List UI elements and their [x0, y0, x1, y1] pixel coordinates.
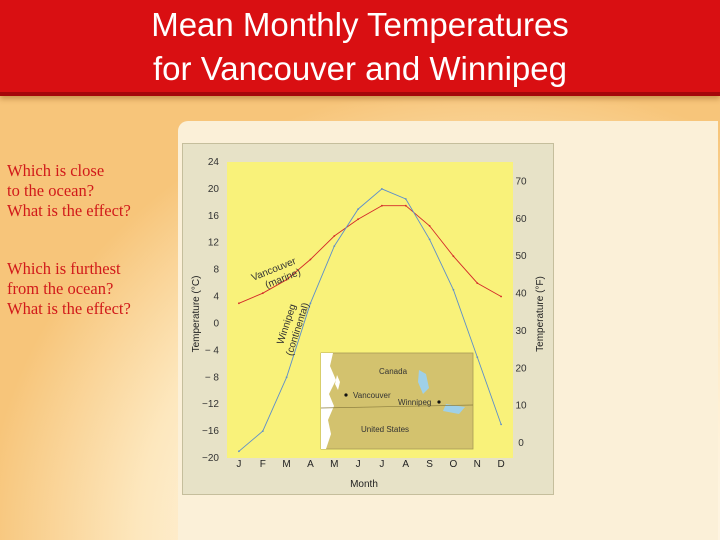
y-tick-celsius: 20 [208, 184, 220, 195]
map-label-vancouver: Vancouver [353, 391, 391, 400]
x-axis-title: Month [350, 479, 378, 490]
data-point-winnipeg [428, 238, 431, 241]
inset-map: Canada Vancouver Winnipeg United States [320, 352, 474, 450]
y-axis-title-fahrenheit: Temperature (°F) [535, 276, 546, 352]
series-line-vancouver [238, 205, 502, 304]
y-tick-celsius: −12 [202, 399, 219, 410]
question-line: from the ocean? [7, 279, 114, 298]
y-tick-fahrenheit: 0 [518, 438, 524, 449]
x-tick-month: O [450, 459, 458, 470]
x-tick-month: A [402, 459, 409, 470]
map-label-winnipeg: Winnipeg [398, 398, 431, 407]
data-point-vancouver [500, 295, 502, 298]
y-tick-celsius: 4 [213, 292, 219, 303]
data-point-vancouver [428, 225, 431, 227]
data-point-vancouver [404, 204, 407, 207]
data-point-winnipeg [404, 198, 407, 200]
question-line: What is the effect? [7, 201, 131, 220]
data-point-winnipeg [357, 208, 359, 210]
y-tick-celsius: 0 [213, 318, 219, 329]
y-tick-celsius: − 8 [205, 372, 220, 383]
x-tick-month: J [379, 459, 384, 470]
data-point-winnipeg [285, 376, 288, 379]
x-tick-month: J [356, 459, 361, 470]
y-tick-fahrenheit: 50 [515, 251, 527, 262]
data-point-winnipeg [381, 188, 383, 190]
vancouver-island [335, 375, 340, 390]
question-ocean-far: Which is furthest from the ocean? What i… [7, 259, 182, 319]
x-tick-month: A [307, 459, 314, 470]
y-tick-fahrenheit: 10 [515, 401, 527, 412]
x-tick-month: M [282, 459, 290, 470]
inset-map-frame [320, 352, 474, 450]
data-point-winnipeg [500, 423, 502, 426]
data-point-winnipeg [333, 245, 336, 247]
data-point-winnipeg [452, 288, 455, 291]
question-line: Which is furthest [7, 259, 121, 278]
data-point-vancouver [309, 258, 312, 261]
data-point-winnipeg [476, 356, 479, 358]
data-point-vancouver [238, 302, 240, 305]
pacific-ocean [321, 353, 336, 449]
x-tick-month: M [330, 459, 338, 470]
data-point-vancouver [285, 278, 288, 281]
data-point-vancouver [333, 235, 336, 237]
question-line: Which is close [7, 161, 105, 180]
question-line: to the ocean? [7, 181, 95, 200]
right-axis-ticks: 70 60 50 40 30 20 10 0 [515, 176, 527, 449]
question-ocean-close: Which is close to the ocean? What is the… [7, 161, 182, 221]
y-tick-celsius: 16 [208, 211, 220, 222]
series-points [238, 188, 502, 453]
map-label-canada: Canada [379, 367, 408, 376]
y-tick-fahrenheit: 70 [515, 176, 527, 187]
title-bar: Mean Monthly Temperatures for Vancouver … [0, 0, 720, 96]
data-point-vancouver [452, 255, 455, 258]
lake-winnipeg [418, 370, 429, 394]
x-tick-month: D [497, 459, 504, 470]
data-point-winnipeg [261, 430, 264, 432]
y-tick-celsius: 8 [213, 265, 219, 276]
data-point-winnipeg [238, 450, 240, 453]
slide-title-line-2: for Vancouver and Winnipeg [153, 50, 567, 87]
border-line [320, 404, 474, 409]
data-point-vancouver [357, 218, 359, 221]
lake-superior [443, 404, 465, 414]
temperature-chart: 24 20 16 12 8 4 0− 4− 8 −12 −16 −20 70 60 50 40 30 20 1… [182, 143, 554, 495]
data-point-vancouver [476, 282, 479, 284]
winnipeg-dot [437, 400, 441, 404]
slide-title-line-1: Mean Monthly Temperatures [151, 6, 569, 43]
vancouver-dot [344, 393, 348, 397]
y-tick-celsius: −20 [202, 453, 219, 464]
x-tick-month: J [236, 459, 241, 470]
y-axis-title-celsius: Temperature (°C) [191, 276, 202, 353]
left-axis-ticks: 24 20 16 12 8 4 0 − 4 − 8 −12 −16 −20 [202, 157, 219, 464]
y-tick-fahrenheit: 30 [515, 326, 527, 337]
y-tick-fahrenheit: 60 [515, 214, 527, 225]
y-tick-fahrenheit: 40 [515, 289, 527, 300]
map-label-united-states: United States [361, 425, 409, 434]
y-tick-celsius: 24 [208, 157, 220, 168]
data-point-vancouver [261, 292, 264, 295]
data-point-vancouver [381, 204, 383, 207]
y-tick-fahrenheit: 20 [515, 363, 527, 374]
y-tick-celsius: −16 [202, 426, 219, 437]
x-tick-month: F [260, 459, 266, 470]
data-point-winnipeg [309, 302, 312, 305]
x-tick-month: S [426, 459, 433, 470]
y-tick-celsius: 12 [208, 238, 220, 249]
question-line: What is the effect? [7, 299, 131, 318]
y-tick-celsius: − 4 [205, 345, 220, 356]
series-line-winnipeg [238, 188, 502, 452]
x-tick-month: N [474, 459, 481, 470]
